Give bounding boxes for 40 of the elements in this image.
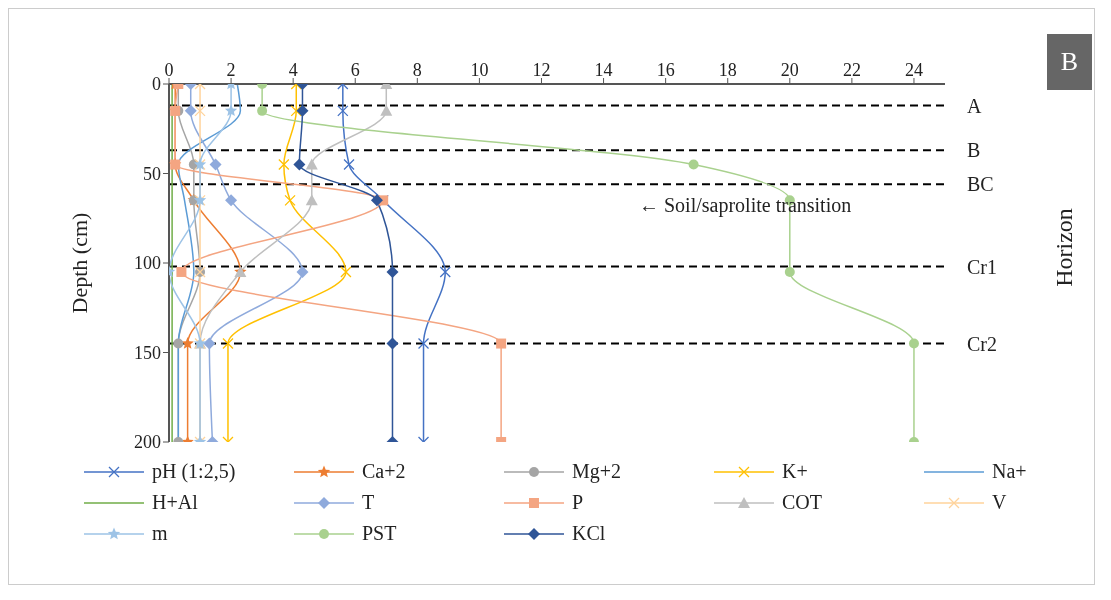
text: Horizon <box>1050 207 1078 289</box>
legend-label: Ca+2 <box>362 460 406 483</box>
legend-label: T <box>362 491 375 514</box>
y-tick-label: 0 <box>152 74 161 95</box>
ref-line-label: B <box>967 139 981 162</box>
y-tick-label: 50 <box>143 163 161 184</box>
x-tick-label: 10 <box>470 60 489 80</box>
legend-label: KCl <box>572 522 606 545</box>
x-tick-label: 0 <box>164 60 174 80</box>
x-tick-label: 2 <box>226 60 236 80</box>
legend-label: Mg+2 <box>572 460 622 483</box>
legend-label: V <box>992 491 1007 514</box>
legend-label: COT <box>782 491 822 514</box>
legend-label: Na+ <box>992 460 1027 483</box>
legend-label: P <box>572 491 584 514</box>
legend-label: K+ <box>782 460 808 483</box>
x-tick-label: 8 <box>412 60 422 80</box>
y-axis-title: Depth (cm) <box>66 212 92 314</box>
x-tick-label: 12 <box>532 60 551 80</box>
y-tick-label: 200 <box>134 432 161 453</box>
x-tick-label: 4 <box>288 60 298 80</box>
x-tick-label: 24 <box>904 60 923 80</box>
ref-line-label: BC <box>967 173 994 196</box>
legend-label: H+Al <box>152 491 198 514</box>
x-tick-label: 18 <box>718 60 737 80</box>
y-tick-label: 150 <box>134 342 161 363</box>
text: B <box>1047 34 1092 90</box>
x-tick-label: 6 <box>350 60 360 80</box>
legend-label: m <box>152 522 168 545</box>
ref-line-label: A <box>967 94 982 117</box>
y-tick-label: 100 <box>134 253 161 274</box>
ref-line-label: Cr2 <box>967 332 997 355</box>
x-tick-label: 14 <box>594 60 613 80</box>
x-tick-label: 20 <box>780 60 799 80</box>
legend-label: PST <box>362 522 397 545</box>
x-tick-label: 16 <box>656 60 675 80</box>
x-tick-label: 22 <box>842 60 861 80</box>
ref-line-label: Cr1 <box>967 255 997 278</box>
legend-label: pH (1:2,5) <box>152 460 236 483</box>
annotation: ← Soil/saprolite transition <box>639 194 852 217</box>
